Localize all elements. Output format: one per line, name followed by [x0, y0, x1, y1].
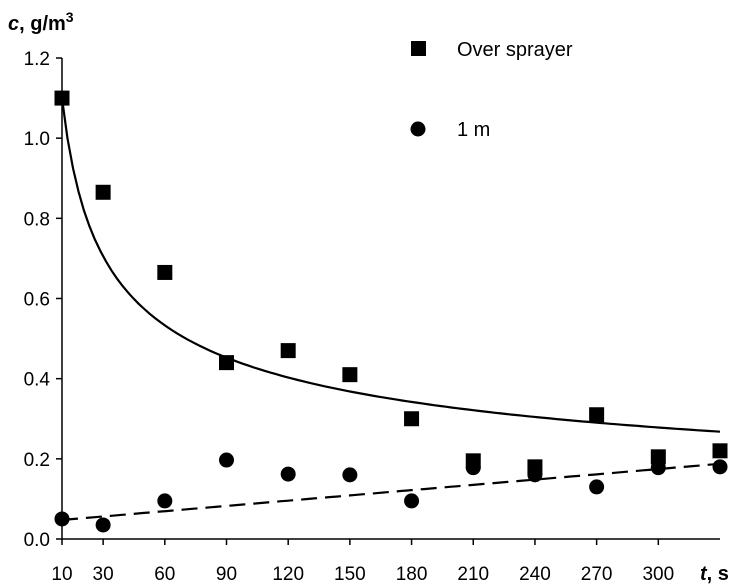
legend-label-1m: 1 m: [457, 119, 490, 141]
point-series-0-10: [650, 449, 666, 465]
x-tick-label: 60: [154, 564, 175, 585]
y-tick-label: 1.2: [24, 49, 50, 70]
point-series-1-0: [54, 511, 70, 527]
y-tick-label: 0.4: [24, 370, 51, 391]
legend-marker-circle: [410, 121, 426, 137]
x-axis-unit: , s: [707, 563, 729, 585]
y-tick-group: 0.0 0.2 0.4 0.6 0.8 1.0 1.2: [24, 49, 62, 551]
y-axis-unit-superscript: 3: [66, 9, 74, 25]
point-series-0-5: [342, 367, 358, 383]
y-tick-label: 1.0: [24, 129, 50, 150]
y-axis-title: c, g/m3: [8, 9, 74, 35]
y-tick-label: 0.0: [24, 530, 50, 551]
point-series-1-6: [404, 493, 420, 509]
x-axis-variable: t: [700, 563, 708, 585]
point-series-0-11: [712, 443, 728, 459]
trendline-series-0: [60, 98, 721, 433]
trendline-series-1: [61, 462, 721, 522]
x-tick-label: 120: [272, 564, 304, 585]
point-series-0-4: [280, 343, 296, 359]
x-axis-title: t, s: [700, 563, 729, 585]
x-tick-label: 270: [581, 564, 613, 585]
y-tick-label: 0.2: [24, 450, 50, 471]
point-series-0-1: [95, 184, 111, 200]
x-tick-label: 150: [334, 564, 366, 585]
x-tick-label: 240: [519, 564, 551, 585]
x-tick-label: 10: [51, 564, 72, 585]
x-tick-label: 300: [642, 564, 674, 585]
point-series-1-8: [527, 467, 543, 483]
x-tick-label: 90: [216, 564, 237, 585]
x-tick-label: 180: [396, 564, 428, 585]
point-series-1-3: [219, 452, 234, 468]
x-tick-label: 30: [93, 564, 114, 585]
point-series-0-2: [157, 264, 173, 280]
point-series-1-5: [342, 467, 358, 483]
point-series-0-0: [54, 90, 70, 106]
trendline-group: [60, 98, 721, 522]
legend: Over sprayer 1 m: [410, 39, 573, 141]
point-series-1-10: [650, 460, 666, 476]
point-series-1-7: [465, 460, 481, 476]
point-series-1-11: [712, 459, 728, 475]
legend-label-over-sprayer: Over sprayer: [457, 39, 573, 61]
x-tick-group: 10 30 60 90 120 150 180 210 240 270 300: [51, 539, 674, 585]
marker-group: [54, 90, 728, 533]
axes: [61, 58, 720, 540]
point-series-1-9: [589, 479, 605, 495]
x-tick-label: 210: [457, 564, 489, 585]
point-series-0-9: [589, 407, 605, 423]
point-series-0-6: [404, 411, 420, 427]
y-tick-label: 0.8: [24, 209, 50, 230]
y-axis-variable: c: [8, 13, 19, 35]
y-axis-unit: , g/m: [19, 13, 66, 35]
legend-marker-square: [411, 41, 426, 56]
point-series-1-1: [95, 517, 111, 533]
y-tick-label: 0.6: [24, 290, 50, 311]
point-series-1-2: [157, 493, 173, 509]
point-series-1-4: [280, 466, 296, 482]
point-series-0-3: [219, 355, 234, 371]
